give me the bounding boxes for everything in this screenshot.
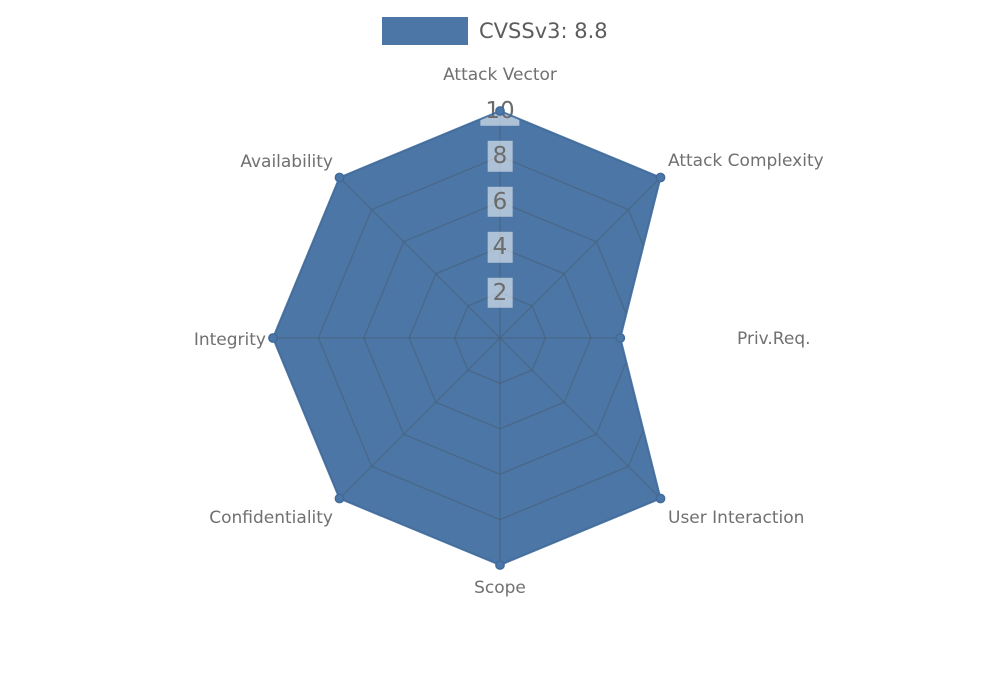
radial-tick-label: 8 bbox=[487, 141, 513, 172]
category-label-integrity: Integrity bbox=[193, 329, 266, 350]
category-label-availability: Availability bbox=[240, 151, 333, 172]
vertex-marker bbox=[334, 172, 345, 183]
category-label-user-interaction: User Interaction bbox=[668, 507, 805, 528]
radar-polygon bbox=[273, 111, 661, 565]
axis-spoke bbox=[339, 337, 501, 499]
legend-swatch bbox=[382, 17, 468, 45]
grid-ring bbox=[273, 111, 661, 565]
category-label-attack-complexity: Attack Complexity bbox=[668, 150, 824, 171]
radar-outline bbox=[272, 110, 662, 566]
grid-ring bbox=[408, 246, 592, 430]
category-label-priv-req: Priv.Req. bbox=[737, 328, 811, 349]
axis-spoke bbox=[339, 177, 501, 339]
radial-tick-label: 2 bbox=[487, 277, 513, 308]
vertex-marker bbox=[615, 333, 626, 343]
radial-tick-label: 10 bbox=[480, 95, 520, 127]
radial-tick-label: 6 bbox=[487, 186, 513, 218]
legend-label: CVSSv3: 8.8 bbox=[479, 19, 608, 43]
category-label-confidentiality: Confidentiality bbox=[209, 507, 333, 528]
radial-tick-label: 4 bbox=[487, 231, 513, 263]
vertex-marker bbox=[655, 493, 666, 504]
category-label-attack-vector: Attack Vector bbox=[443, 64, 557, 85]
axis-spoke bbox=[499, 177, 661, 339]
category-label-scope: Scope bbox=[474, 577, 526, 598]
vertex-marker bbox=[334, 493, 345, 504]
vertex-marker bbox=[268, 333, 278, 343]
vertex-marker bbox=[495, 560, 505, 570]
radar-grid bbox=[273, 111, 661, 565]
legend: CVSSv3: 8.8 bbox=[382, 17, 608, 45]
vertex-marker bbox=[655, 172, 666, 183]
axis-spoke bbox=[499, 337, 661, 499]
